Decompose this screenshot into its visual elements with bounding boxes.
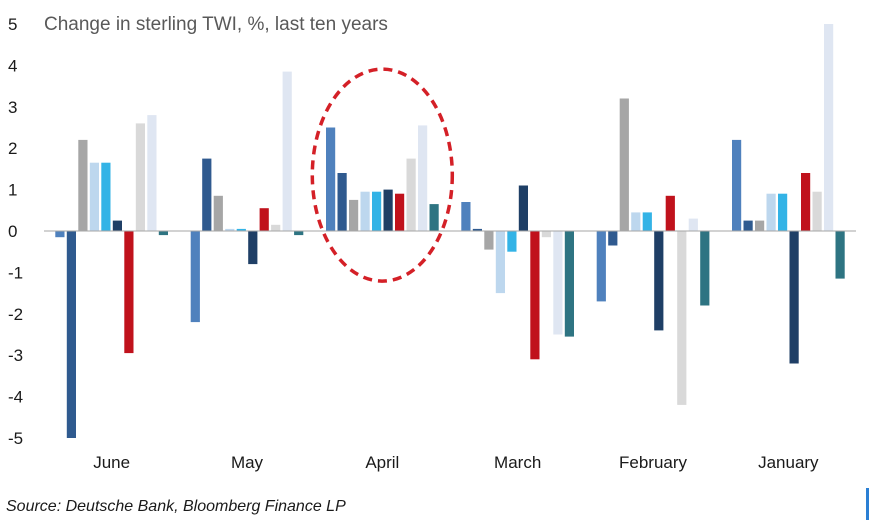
bar — [677, 231, 687, 405]
bar — [225, 228, 235, 231]
x-category-label: June — [93, 453, 130, 472]
bar — [147, 115, 157, 231]
bar — [89, 162, 99, 231]
y-tick-label: -5 — [8, 429, 23, 448]
bar — [395, 193, 405, 231]
bar — [259, 208, 269, 231]
bar — [349, 199, 359, 231]
bar — [688, 218, 698, 231]
y-tick-label: 1 — [8, 181, 17, 200]
x-category-label: May — [231, 453, 264, 472]
bar — [518, 185, 528, 231]
bar — [812, 191, 822, 231]
source-note: Source: Deutsche Bank, Bloomberg Finance… — [6, 498, 346, 515]
y-tick-label: 3 — [8, 98, 17, 117]
chart-title: Change in sterling TWI, %, last ten year… — [44, 14, 388, 35]
bar — [778, 193, 788, 231]
bar — [484, 231, 494, 250]
x-category-label: January — [758, 453, 819, 472]
bar — [472, 228, 482, 231]
bar — [55, 231, 65, 238]
bar — [202, 158, 212, 231]
bar — [236, 228, 246, 231]
bar — [461, 202, 471, 231]
bar — [596, 231, 606, 302]
bar — [642, 212, 652, 231]
x-category-label: April — [365, 453, 399, 472]
annotations — [310, 67, 455, 283]
bar — [619, 98, 629, 231]
bar — [383, 189, 393, 231]
bar — [360, 191, 370, 231]
bar — [124, 231, 134, 354]
y-tick-label: 5 — [8, 15, 17, 34]
bar — [665, 195, 675, 231]
y-tick-label: -4 — [8, 388, 23, 407]
bar — [789, 231, 799, 364]
bar — [755, 220, 765, 231]
bar — [282, 71, 292, 231]
bar — [564, 231, 574, 337]
bar — [248, 231, 258, 265]
y-tick-label: 4 — [8, 56, 17, 75]
highlight-ellipse — [310, 67, 455, 283]
y-tick-label: 0 — [8, 222, 17, 241]
edge-marker — [866, 488, 869, 520]
bar — [429, 204, 439, 231]
bar — [700, 231, 710, 306]
bar — [835, 231, 845, 279]
bar — [66, 231, 76, 438]
y-axis-ticks: 5 4 3 2 1 0 -1 -2 -3 -4 -5 — [8, 15, 23, 448]
bar — [190, 231, 200, 323]
bar — [337, 173, 347, 231]
bar — [418, 125, 428, 231]
bar — [824, 24, 834, 231]
bar — [213, 195, 223, 231]
bar — [294, 231, 304, 236]
bar — [608, 231, 618, 246]
bar — [158, 231, 168, 236]
bar — [326, 127, 336, 231]
bar — [654, 231, 664, 331]
y-tick-label: -2 — [8, 305, 23, 324]
bar — [743, 220, 753, 231]
bar — [541, 231, 551, 238]
bar — [112, 220, 122, 231]
x-category-label: February — [619, 453, 688, 472]
bar — [372, 191, 382, 231]
y-tick-label: -3 — [8, 346, 23, 365]
x-axis-categories: June May April March February January — [93, 453, 819, 472]
bar — [406, 158, 416, 231]
bar — [495, 231, 505, 294]
bar — [631, 212, 641, 231]
bar — [732, 139, 742, 231]
bars — [55, 24, 845, 438]
bar — [271, 224, 281, 231]
bar — [135, 123, 145, 231]
bar — [101, 162, 111, 231]
y-tick-label: -1 — [8, 263, 23, 282]
bar — [507, 231, 517, 252]
bar — [78, 139, 88, 231]
x-category-label: March — [494, 453, 541, 472]
bar — [801, 173, 811, 231]
bar — [530, 231, 540, 360]
bar — [553, 231, 563, 335]
bar — [766, 193, 776, 231]
y-tick-label: 2 — [8, 139, 17, 158]
